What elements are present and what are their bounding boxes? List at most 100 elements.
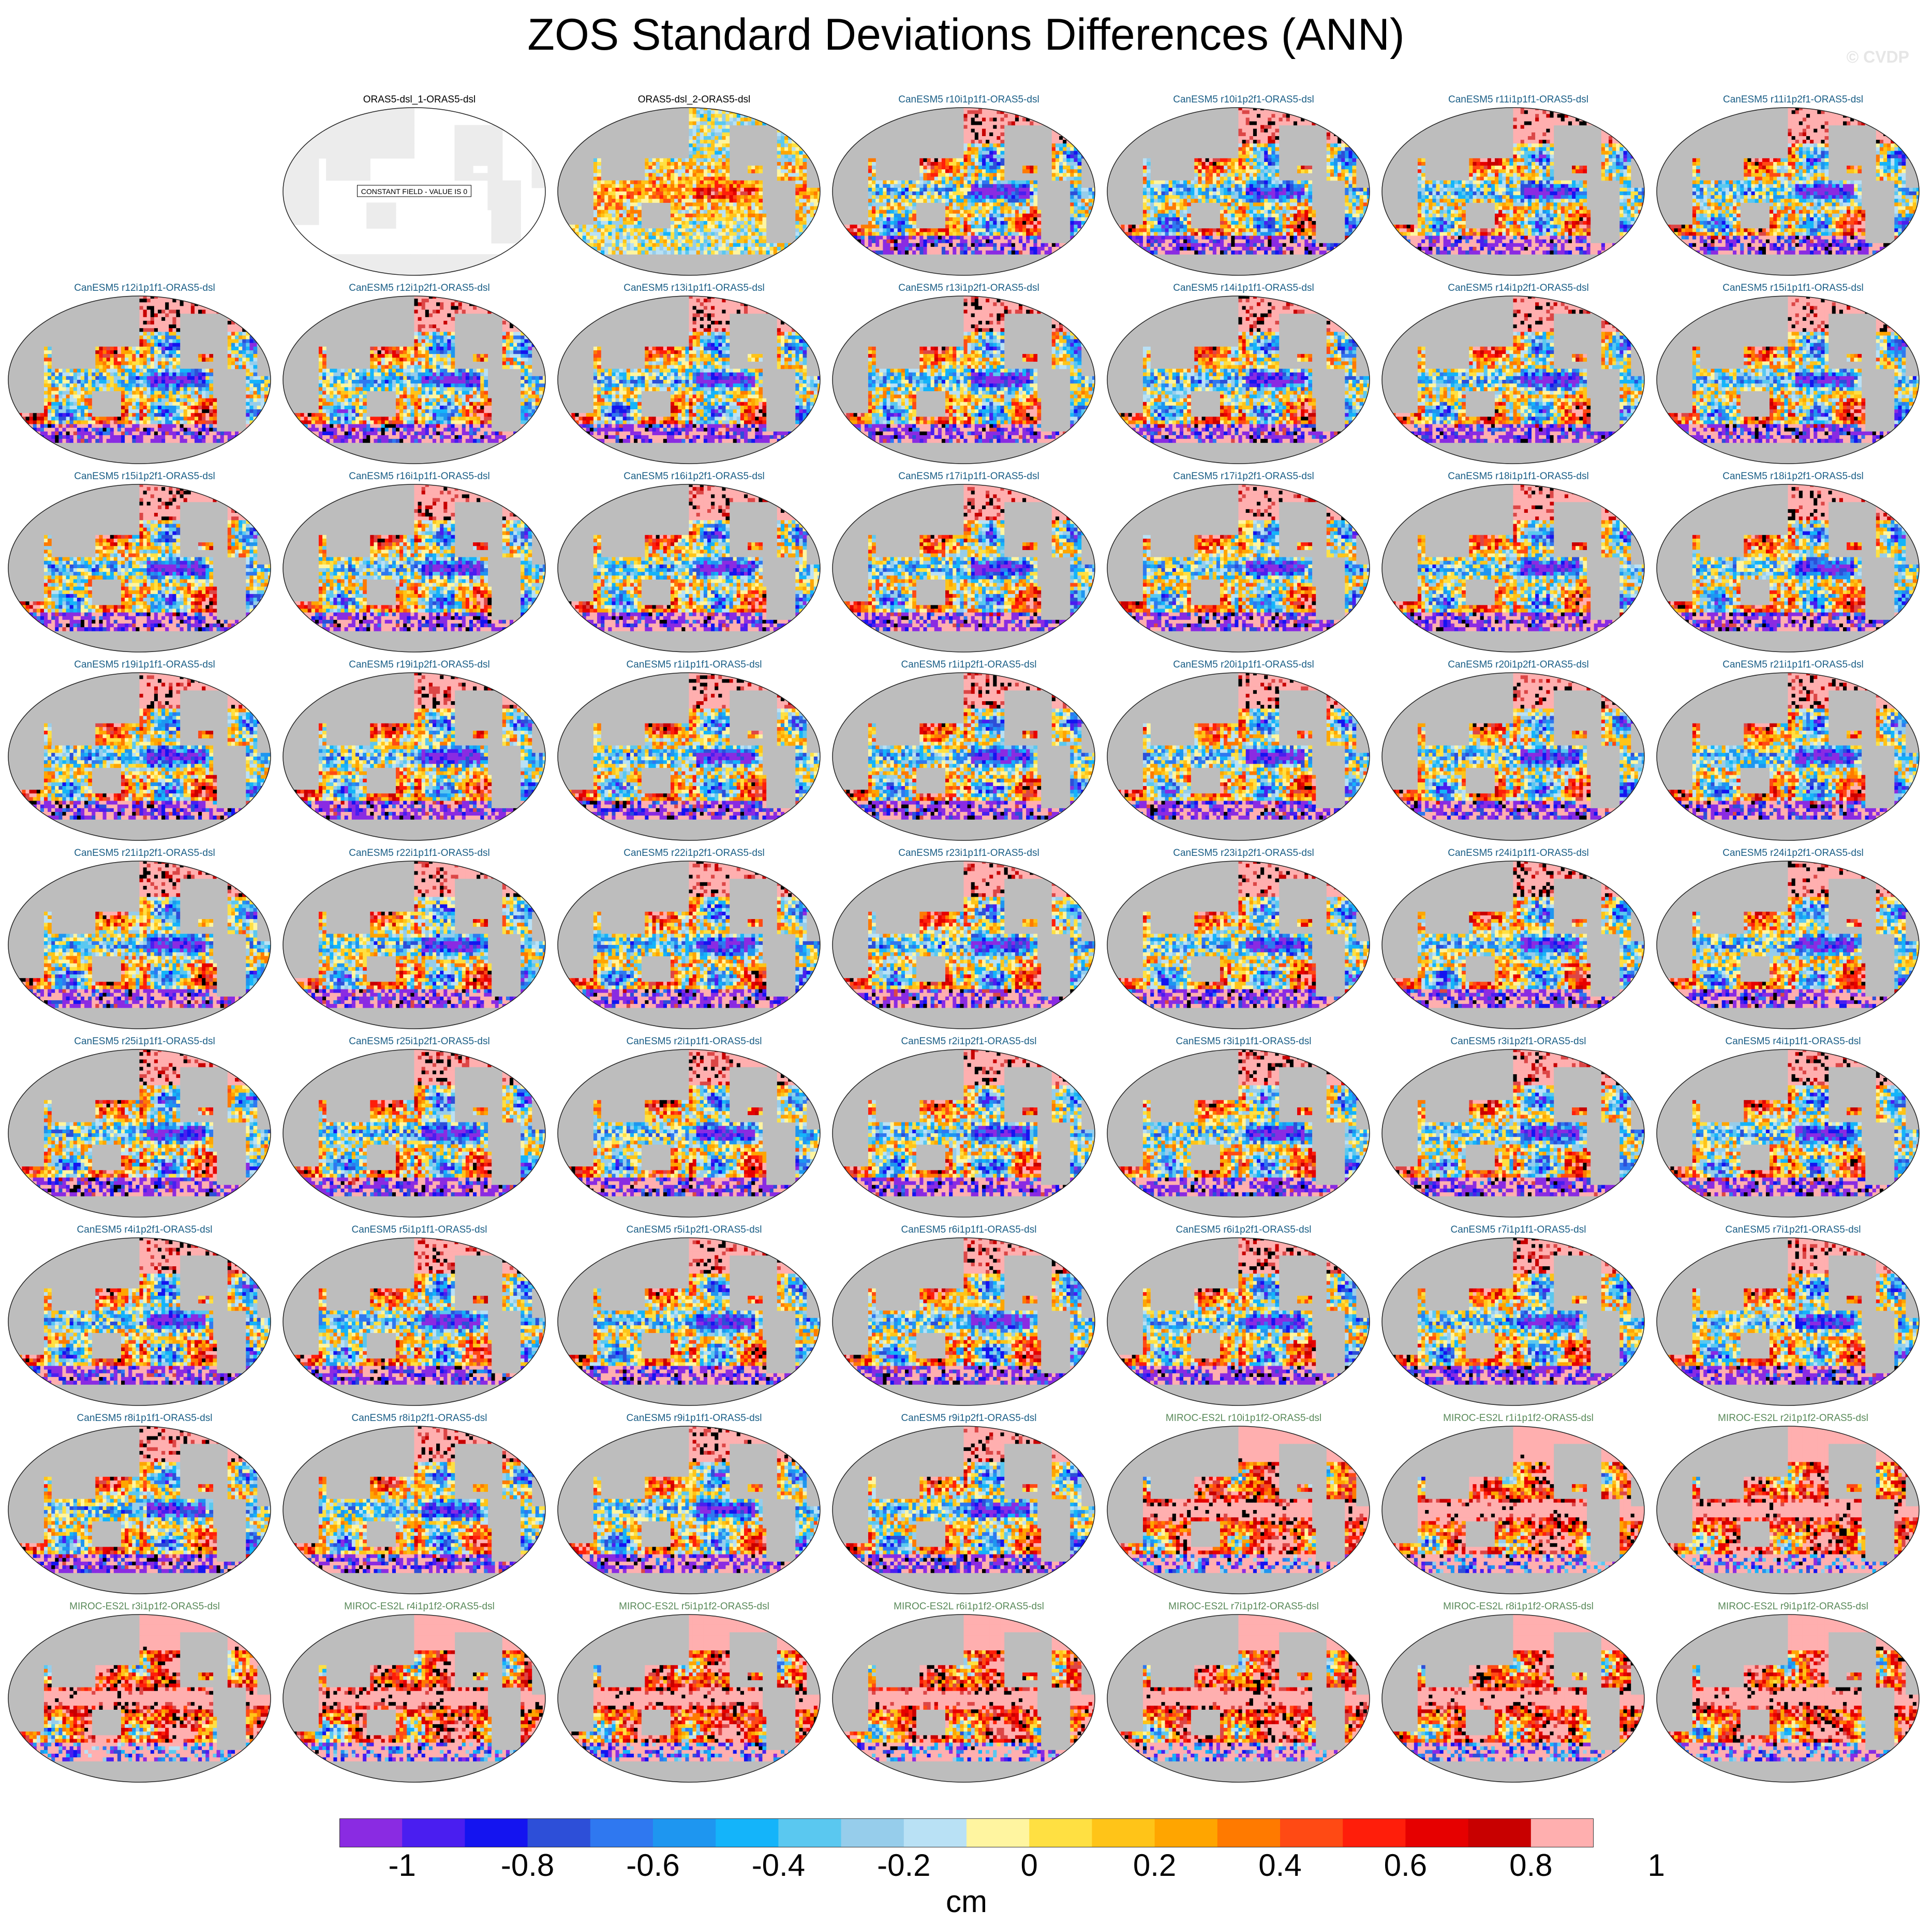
map-panel: CanESM5 r4i1p1f1-ORAS5-dsl bbox=[1656, 1035, 1930, 1223]
map-panel: CanESM5 r15i1p1f1-ORAS5-dsl bbox=[1656, 282, 1930, 470]
map-field bbox=[7, 672, 272, 841]
map-panel: CanESM5 r18i1p1f1-ORAS5-dsl bbox=[1381, 470, 1656, 658]
colorbar-swatch bbox=[1280, 1818, 1343, 1847]
map-panel: MIROC-ES2L r1i1p1f2-ORAS5-dsl bbox=[1381, 1412, 1656, 1600]
map-panel: CanESM5 r5i1p1f1-ORAS5-dsl bbox=[282, 1223, 557, 1412]
map-field bbox=[831, 295, 1096, 465]
map-field bbox=[1381, 672, 1645, 841]
panel-title: CanESM5 r3i1p2f1-ORAS5-dsl bbox=[1381, 1035, 1656, 1048]
panel-title: CanESM5 r15i1p2f1-ORAS5-dsl bbox=[7, 470, 282, 483]
map-field bbox=[1656, 1425, 1920, 1595]
panel-title: MIROC-ES2L r4i1p1f2-ORAS5-dsl bbox=[282, 1600, 557, 1613]
map-panel: CanESM5 r4i1p2f1-ORAS5-dsl bbox=[7, 1223, 282, 1412]
map-field: CONSTANT FIELD - VALUE IS 0 bbox=[282, 107, 546, 276]
map-panel: CanESM5 r6i1p1f1-ORAS5-dsl bbox=[831, 1223, 1106, 1412]
panel-title: CanESM5 r4i1p1f1-ORAS5-dsl bbox=[1656, 1035, 1930, 1048]
map-field bbox=[282, 1613, 546, 1783]
map-panel: CanESM5 r19i1p1f1-ORAS5-dsl bbox=[7, 658, 282, 847]
colorbar-swatch bbox=[465, 1818, 528, 1847]
map-panel: MIROC-ES2L r3i1p1f2-ORAS5-dsl bbox=[7, 1600, 282, 1788]
colorbar-swatch bbox=[841, 1818, 904, 1847]
map-field bbox=[557, 295, 821, 465]
map-field bbox=[1381, 1613, 1645, 1783]
map-panel: CanESM5 r25i1p1f1-ORAS5-dsl bbox=[7, 1035, 282, 1223]
panel-title: CanESM5 r9i1p2f1-ORAS5-dsl bbox=[831, 1412, 1106, 1425]
map-panel: CanESM5 r24i1p2f1-ORAS5-dsl bbox=[1656, 847, 1930, 1035]
panel-title: CanESM5 r25i1p2f1-ORAS5-dsl bbox=[282, 1035, 557, 1048]
map-panel: CanESM5 r5i1p2f1-ORAS5-dsl bbox=[557, 1223, 831, 1412]
colorbar-tick-label: 0 bbox=[1021, 1847, 1038, 1884]
panel-title: CanESM5 r17i1p2f1-ORAS5-dsl bbox=[1106, 470, 1381, 483]
map-panel: MIROC-ES2L r6i1p1f2-ORAS5-dsl bbox=[831, 1600, 1106, 1788]
panel-title: CanESM5 r13i1p2f1-ORAS5-dsl bbox=[831, 282, 1106, 295]
map-panel: CanESM5 r16i1p1f1-ORAS5-dsl bbox=[282, 470, 557, 658]
map-panel: CanESM5 r6i1p2f1-ORAS5-dsl bbox=[1106, 1223, 1381, 1412]
map-panel: MIROC-ES2L r8i1p1f2-ORAS5-dsl bbox=[1381, 1600, 1656, 1788]
colorbar-swatch bbox=[339, 1818, 403, 1847]
colorbar-swatch bbox=[653, 1818, 716, 1847]
panel-title: CanESM5 r8i1p1f1-ORAS5-dsl bbox=[7, 1412, 282, 1425]
map-field bbox=[1656, 483, 1920, 653]
map-field bbox=[7, 1048, 272, 1218]
panel-title: ORAS5-dsl_2-ORAS5-dsl bbox=[557, 93, 831, 107]
map-field bbox=[1106, 1425, 1371, 1595]
panel-title: CanESM5 r10i1p2f1-ORAS5-dsl bbox=[1106, 93, 1381, 107]
map-field bbox=[1381, 1425, 1645, 1595]
panel-title: CanESM5 r19i1p1f1-ORAS5-dsl bbox=[7, 658, 282, 672]
map-panel: MIROC-ES2L r9i1p1f2-ORAS5-dsl bbox=[1656, 1600, 1930, 1788]
colorbar-swatch bbox=[1405, 1818, 1468, 1847]
map-field bbox=[1106, 1237, 1371, 1406]
panel-title: MIROC-ES2L r6i1p1f2-ORAS5-dsl bbox=[831, 1600, 1106, 1613]
map-panel: CanESM5 r14i1p1f1-ORAS5-dsl bbox=[1106, 282, 1381, 470]
map-panel: MIROC-ES2L r4i1p1f2-ORAS5-dsl bbox=[282, 1600, 557, 1788]
map-field bbox=[557, 672, 821, 841]
panel-title: CanESM5 r4i1p2f1-ORAS5-dsl bbox=[7, 1223, 282, 1237]
map-panel: CanESM5 r1i1p2f1-ORAS5-dsl bbox=[831, 658, 1106, 847]
panel-title: CanESM5 r14i1p2f1-ORAS5-dsl bbox=[1381, 282, 1656, 295]
map-panel: CanESM5 r10i1p2f1-ORAS5-dsl bbox=[1106, 93, 1381, 282]
map-panel: CanESM5 r21i1p2f1-ORAS5-dsl bbox=[7, 847, 282, 1035]
colorbar bbox=[339, 1818, 1594, 1847]
colorbar-swatch bbox=[528, 1818, 591, 1847]
map-field bbox=[1656, 1613, 1920, 1783]
map-field bbox=[557, 1237, 821, 1406]
map-field bbox=[7, 1613, 272, 1783]
constant-field-note: CONSTANT FIELD - VALUE IS 0 bbox=[361, 187, 468, 196]
map-field bbox=[282, 1425, 546, 1595]
panel-title: CanESM5 r15i1p1f1-ORAS5-dsl bbox=[1656, 282, 1930, 295]
map-panel: CanESM5 r21i1p1f1-ORAS5-dsl bbox=[1656, 658, 1930, 847]
panel-title: MIROC-ES2L r2i1p1f2-ORAS5-dsl bbox=[1656, 1412, 1930, 1425]
panel-title: CanESM5 r16i1p1f1-ORAS5-dsl bbox=[282, 470, 557, 483]
map-panel: CanESM5 r8i1p2f1-ORAS5-dsl bbox=[282, 1412, 557, 1600]
colorbar-swatch bbox=[904, 1818, 967, 1847]
panel-title: MIROC-ES2L r3i1p1f2-ORAS5-dsl bbox=[7, 1600, 282, 1613]
map-panel: CanESM5 r12i1p2f1-ORAS5-dsl bbox=[282, 282, 557, 470]
map-panel: CanESM5 r9i1p2f1-ORAS5-dsl bbox=[831, 1412, 1106, 1600]
map-panel: CanESM5 r19i1p2f1-ORAS5-dsl bbox=[282, 658, 557, 847]
map-field bbox=[831, 672, 1096, 841]
map-field bbox=[282, 1048, 546, 1218]
map-field bbox=[557, 1425, 821, 1595]
map-panel: CanESM5 r16i1p2f1-ORAS5-dsl bbox=[557, 470, 831, 658]
colorbar-swatch bbox=[778, 1818, 841, 1847]
map-field bbox=[831, 483, 1096, 653]
map-panel: CanESM5 r14i1p2f1-ORAS5-dsl bbox=[1381, 282, 1656, 470]
panel-title: ORAS5-dsl_1-ORAS5-dsl bbox=[282, 93, 557, 107]
panel-title: CanESM5 r22i1p2f1-ORAS5-dsl bbox=[557, 847, 831, 860]
panel-title: CanESM5 r21i1p2f1-ORAS5-dsl bbox=[7, 847, 282, 860]
panel-title: CanESM5 r7i1p1f1-ORAS5-dsl bbox=[1381, 1223, 1656, 1237]
colorbar-swatch bbox=[1531, 1818, 1594, 1847]
panel-title: CanESM5 r8i1p2f1-ORAS5-dsl bbox=[282, 1412, 557, 1425]
panel-title: CanESM5 r7i1p2f1-ORAS5-dsl bbox=[1656, 1223, 1930, 1237]
colorbar-swatch bbox=[1092, 1818, 1155, 1847]
map-field bbox=[1106, 860, 1371, 1030]
map-field bbox=[1106, 672, 1371, 841]
map-panel: CanESM5 r24i1p1f1-ORAS5-dsl bbox=[1381, 847, 1656, 1035]
map-field bbox=[557, 107, 821, 276]
map-panel: CanESM5 r22i1p2f1-ORAS5-dsl bbox=[557, 847, 831, 1035]
panel-title: CanESM5 r1i1p1f1-ORAS5-dsl bbox=[557, 658, 831, 672]
map-panel: MIROC-ES2L r7i1p1f2-ORAS5-dsl bbox=[1106, 1600, 1381, 1788]
map-field bbox=[831, 107, 1096, 276]
map-panel: MIROC-ES2L r10i1p1f2-ORAS5-dsl bbox=[1106, 1412, 1381, 1600]
